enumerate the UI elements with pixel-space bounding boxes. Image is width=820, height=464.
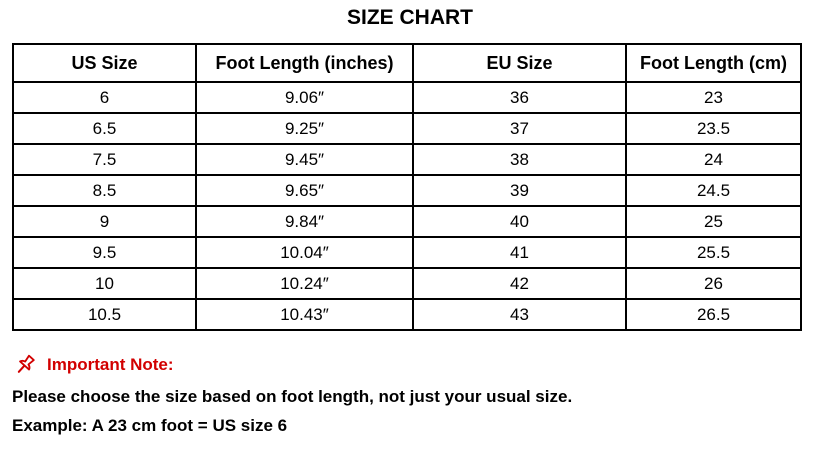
column-header-foot-length-cm: Foot Length (cm)	[625, 43, 802, 83]
table-cell: 9.06″	[195, 81, 414, 114]
table-cell: 23.5	[625, 112, 802, 145]
table-row: 9.5 10.04″ 41 25.5	[12, 236, 802, 269]
table-cell: 9.5	[12, 236, 197, 269]
table-row: 10 10.24″ 42 26	[12, 267, 802, 300]
table-cell: 25	[625, 205, 802, 238]
table-cell: 10.04″	[195, 236, 414, 269]
table-header-row: US Size Foot Length (inches) EU Size Foo…	[12, 43, 802, 83]
table-cell: 41	[412, 236, 627, 269]
table-cell: 43	[412, 298, 627, 331]
column-header-us-size: US Size	[12, 43, 197, 83]
table-cell: 9.84″	[195, 205, 414, 238]
important-note-heading-row: Important Note:	[12, 352, 820, 378]
note-instruction-text: Please choose the size based on foot len…	[12, 387, 573, 406]
table-cell: 24	[625, 143, 802, 176]
table-cell: 36	[412, 81, 627, 114]
table-cell: 8.5	[12, 174, 197, 207]
table-row: 6.5 9.25″ 37 23.5	[12, 112, 802, 145]
table-cell: 10.24″	[195, 267, 414, 300]
table-row: 7.5 9.45″ 38 24	[12, 143, 802, 176]
table-cell: 25.5	[625, 236, 802, 269]
column-header-foot-length-inches: Foot Length (inches)	[195, 43, 414, 83]
page-title: SIZE CHART	[347, 6, 473, 29]
table-row: 6 9.06″ 36 23	[12, 81, 802, 114]
table-cell: 38	[412, 143, 627, 176]
table-cell: 26.5	[625, 298, 802, 331]
table-cell: 10	[12, 267, 197, 300]
table-cell: 9.65″	[195, 174, 414, 207]
size-chart-table: US Size Foot Length (inches) EU Size Foo…	[12, 43, 802, 331]
table-cell: 37	[412, 112, 627, 145]
table-cell: 7.5	[12, 143, 197, 176]
pushpin-icon	[12, 352, 38, 378]
table-cell: 23	[625, 81, 802, 114]
table-row: 9 9.84″ 40 25	[12, 205, 802, 238]
important-note-section: Important Note: Please choose the size b…	[12, 352, 820, 436]
table-row: 8.5 9.65″ 39 24.5	[12, 174, 802, 207]
table-cell: 42	[412, 267, 627, 300]
note-example-text: Example: A 23 cm foot = US size 6	[12, 416, 288, 435]
table-cell: 6.5	[12, 112, 197, 145]
important-note-label: Important Note:	[47, 355, 174, 374]
table-cell: 10.5	[12, 298, 197, 331]
table-cell: 9	[12, 205, 197, 238]
table-cell: 10.43″	[195, 298, 414, 331]
table-cell: 6	[12, 81, 197, 114]
table-cell: 9.45″	[195, 143, 414, 176]
table-cell: 9.25″	[195, 112, 414, 145]
column-header-eu-size: EU Size	[412, 43, 627, 83]
table-cell: 26	[625, 267, 802, 300]
size-chart-page: SIZE CHART US Size Foot Length (inches) …	[12, 6, 820, 436]
table-cell: 39	[412, 174, 627, 207]
table-cell: 40	[412, 205, 627, 238]
table-cell: 24.5	[625, 174, 802, 207]
table-row: 10.5 10.43″ 43 26.5	[12, 298, 802, 331]
